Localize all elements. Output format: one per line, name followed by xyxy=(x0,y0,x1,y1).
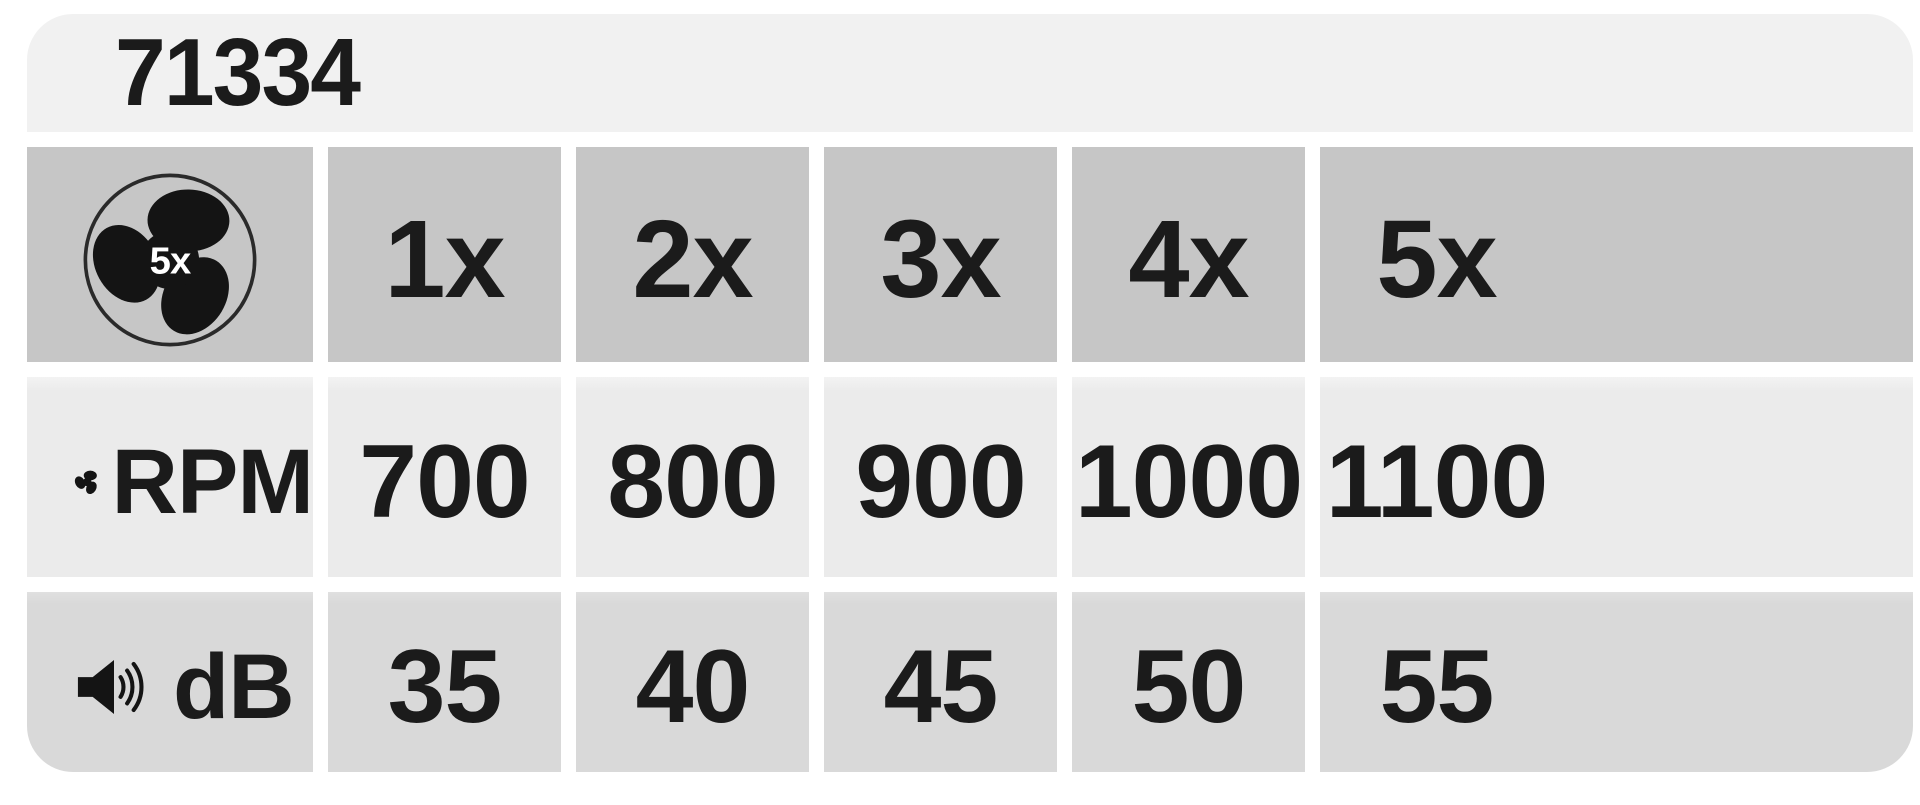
column-header-label: 1x xyxy=(384,198,505,321)
rpm-value-5x: 1100 xyxy=(1320,377,1913,577)
fan-count-icon-cell: 5x xyxy=(27,147,313,362)
rpm-value-4x: 1000 xyxy=(1072,377,1305,577)
column-header-label: 5x xyxy=(1376,198,1497,321)
cell-value: 1100 xyxy=(1325,423,1549,540)
fan-badge-label: 5x xyxy=(150,239,191,282)
cell-value: 900 xyxy=(855,423,1027,540)
header-row: 5x 1x 2x 3x 4x 5x xyxy=(27,147,1913,362)
cell-value: 800 xyxy=(607,423,779,540)
rpm-value-2x: 800 xyxy=(576,377,809,577)
cell-value: 45 xyxy=(883,628,999,745)
cell-value: 40 xyxy=(635,628,751,745)
cell-value: 50 xyxy=(1131,628,1247,745)
row-label: RPM xyxy=(111,430,314,533)
rpm-row: RPM 700 800 900 1000 1100 xyxy=(27,377,1913,577)
cell-value: 1000 xyxy=(1074,423,1303,540)
speaker-volume-icon xyxy=(77,659,144,715)
cell-value: 35 xyxy=(387,628,503,745)
rpm-label-cell: RPM xyxy=(27,377,314,577)
db-value-1x: 35 xyxy=(328,592,561,772)
column-header-label: 4x xyxy=(1128,198,1249,321)
rpm-value-1x: 700 xyxy=(328,377,561,577)
title-bar: 71334 xyxy=(27,14,1913,132)
db-row: dB 35 40 45 50 55 xyxy=(27,592,1913,772)
column-header-1x: 1x xyxy=(328,147,561,362)
cell-value: 55 xyxy=(1379,628,1495,745)
db-value-2x: 40 xyxy=(576,592,809,772)
product-model: 71334 xyxy=(115,19,361,126)
db-value-5x: 55 xyxy=(1320,592,1913,772)
column-header-5x: 5x xyxy=(1320,147,1913,362)
fan-in-circle-icon: 5x xyxy=(83,173,257,346)
column-header-4x: 4x xyxy=(1072,147,1305,362)
fan-spec-table: 71334 5x 1x 2x xyxy=(27,14,1913,772)
column-header-label: 2x xyxy=(632,198,753,321)
fan-icon xyxy=(74,470,97,495)
column-header-3x: 3x xyxy=(824,147,1057,362)
cell-value: 700 xyxy=(359,423,531,540)
column-header-label: 3x xyxy=(880,198,1001,321)
column-header-2x: 2x xyxy=(576,147,809,362)
db-label-cell: dB xyxy=(27,592,313,772)
db-value-4x: 50 xyxy=(1072,592,1305,772)
rpm-value-3x: 900 xyxy=(824,377,1057,577)
row-label: dB xyxy=(173,635,295,738)
db-value-3x: 45 xyxy=(824,592,1057,772)
